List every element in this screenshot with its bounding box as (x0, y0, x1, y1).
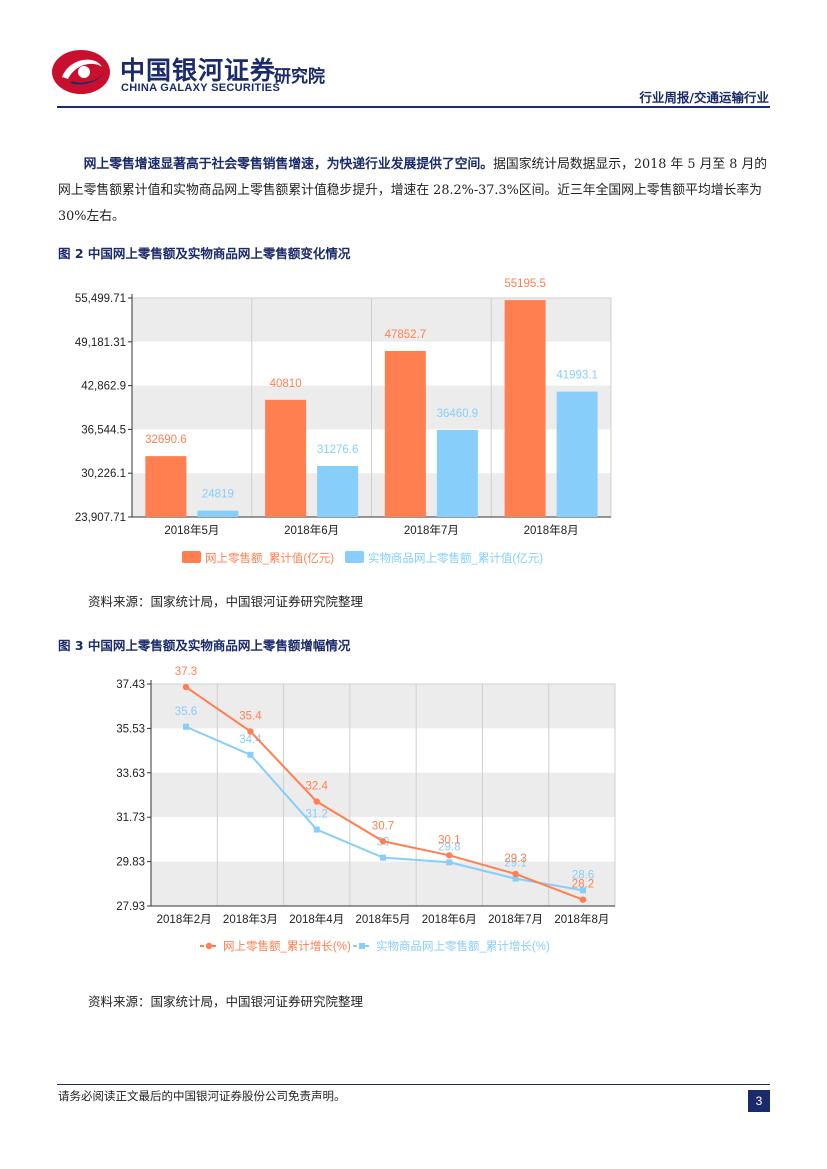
y-tick-label: 42,862.9 (81, 381, 126, 393)
figure-3-title: 图 3 中国网上零售额及实物商品网上零售额增幅情况 (58, 638, 351, 653)
data-label: 31.2 (306, 809, 328, 821)
figure-3-source: 资料来源：国家统计局，中国银河证券研究院整理 (88, 994, 364, 1009)
report-category: 行业周报/交通运输行业 (639, 90, 769, 105)
data-point (580, 887, 586, 894)
y-tick-label: 35.53 (116, 723, 145, 735)
logo-english-name: CHINA GALAXY SECURITIES (121, 82, 281, 94)
x-tick-label: 2018年6月 (422, 912, 477, 926)
data-point (512, 870, 519, 878)
body-paragraph: 网上零售增速显著高于社会零售销售增速，为快递行业发展提供了空间。据国家统计局数据… (58, 152, 770, 230)
header-divider (57, 106, 770, 108)
page-number: 3 (748, 1090, 770, 1112)
data-point (183, 723, 189, 730)
x-tick-label: 2018年7月 (488, 912, 543, 926)
data-label: 47852.7 (385, 329, 427, 341)
bar (317, 465, 359, 517)
china-galaxy-logo-icon (52, 50, 110, 94)
data-label: 32690.6 (145, 434, 187, 446)
data-label: 40810 (270, 378, 302, 390)
legend-marker (359, 943, 365, 949)
data-point (446, 859, 453, 866)
legend-label: 实物商品网上零售额_累计值(亿元) (368, 551, 543, 565)
y-tick-label: 49,181.31 (75, 337, 126, 349)
data-label: 29.3 (504, 853, 526, 865)
data-point (380, 854, 386, 861)
bar (265, 399, 307, 517)
x-tick-label: 2018年7月 (404, 523, 459, 537)
grid-band (151, 772, 615, 818)
data-point (182, 683, 190, 691)
data-label: 55195.5 (504, 278, 546, 290)
data-point (247, 728, 254, 735)
data-label: 28.6 (572, 869, 594, 881)
bar (556, 391, 598, 517)
x-tick-label: 2018年2月 (157, 912, 212, 926)
bar-chart: 23,907.71 30,226.1 36,544.5 42,862.9 49,181.… (75, 278, 612, 565)
y-tick-label: 27.93 (116, 901, 145, 913)
bar (384, 351, 426, 517)
y-tick-label: 23,907.71 (75, 512, 126, 524)
bar (145, 456, 187, 517)
line-chart: 27.93 29.83 31.73 33.63 35.53 37.43 2018年2月 201… (116, 666, 616, 953)
logo-institute: 研究院 (274, 67, 325, 87)
y-tick-label: 55,499.71 (75, 293, 126, 305)
footer-disclaimer: 请务必阅读正文最后的中国银河证券股份公司免责声明。 (58, 1089, 346, 1103)
y-tick-label: 33.63 (116, 768, 145, 780)
paragraph-text: 据国家统计局数据显示，2018 年 5 月至 8 月的网上零售额累计值和实物商品… (58, 157, 768, 224)
y-tick-label: 36,544.5 (81, 424, 126, 436)
data-label: 29.8 (438, 841, 460, 853)
legend-label: 实物商品网上零售额_累计增长(%) (376, 939, 550, 953)
x-tick-label: 2018年4月 (289, 912, 344, 926)
paragraph-lead: 网上零售增速显著高于社会零售销售增速，为快递行业发展提供了空间。 (83, 157, 494, 172)
data-label: 29.1 (504, 858, 526, 870)
x-tick-label: 2018年6月 (284, 523, 339, 537)
bar (504, 300, 546, 517)
data-label: 36460.9 (437, 408, 479, 420)
figure-2-source: 资料来源：国家统计局，中国银河证券研究院整理 (88, 594, 364, 609)
data-label: 24819 (202, 489, 234, 501)
data-label: 35.6 (175, 706, 197, 718)
data-label: 37.3 (175, 666, 197, 678)
data-label: 41993.1 (556, 370, 598, 382)
legend-label: 网上零售额_累计值(亿元) (205, 551, 334, 565)
data-label: 28.2 (572, 879, 594, 891)
x-tick-label: 2018年5月 (356, 912, 411, 926)
data-label: 30.1 (438, 834, 460, 846)
data-point (446, 852, 453, 859)
data-label: 31276.6 (317, 444, 359, 456)
grid-band (151, 684, 615, 729)
y-tick-label: 30,226.1 (81, 468, 126, 480)
x-tick-label: 2018年8月 (524, 523, 579, 537)
data-label: 32.4 (306, 781, 329, 793)
logo-chinese-name: 中国银河证券 (120, 56, 277, 85)
data-label: 30.7 (372, 820, 394, 832)
data-point (579, 896, 587, 903)
grid-band (151, 728, 615, 773)
legend-marker (205, 942, 213, 950)
x-tick-label: 2018年8月 (554, 912, 609, 926)
legend-label: 网上零售额_累计增长(%) (223, 939, 351, 953)
x-tick-label: 2018年3月 (223, 912, 278, 926)
legend-swatch (345, 551, 364, 563)
bar (197, 510, 239, 517)
grid-band (151, 861, 615, 906)
data-point (512, 875, 519, 882)
legend-swatch (182, 551, 201, 563)
footer-divider (57, 1084, 770, 1085)
y-tick-label: 37.43 (116, 679, 145, 691)
data-point (313, 798, 320, 805)
figure-2-title: 图 2 中国网上零售额及实物商品网上零售额变化情况 (58, 246, 351, 261)
data-point (379, 838, 387, 845)
data-point (313, 826, 320, 833)
data-point (247, 751, 254, 758)
y-tick-label: 29.83 (116, 857, 145, 869)
bar (436, 429, 478, 517)
x-tick-label: 2018年5月 (164, 523, 219, 537)
y-tick-label: 31.73 (116, 812, 145, 824)
data-label: 35.4 (239, 710, 262, 722)
